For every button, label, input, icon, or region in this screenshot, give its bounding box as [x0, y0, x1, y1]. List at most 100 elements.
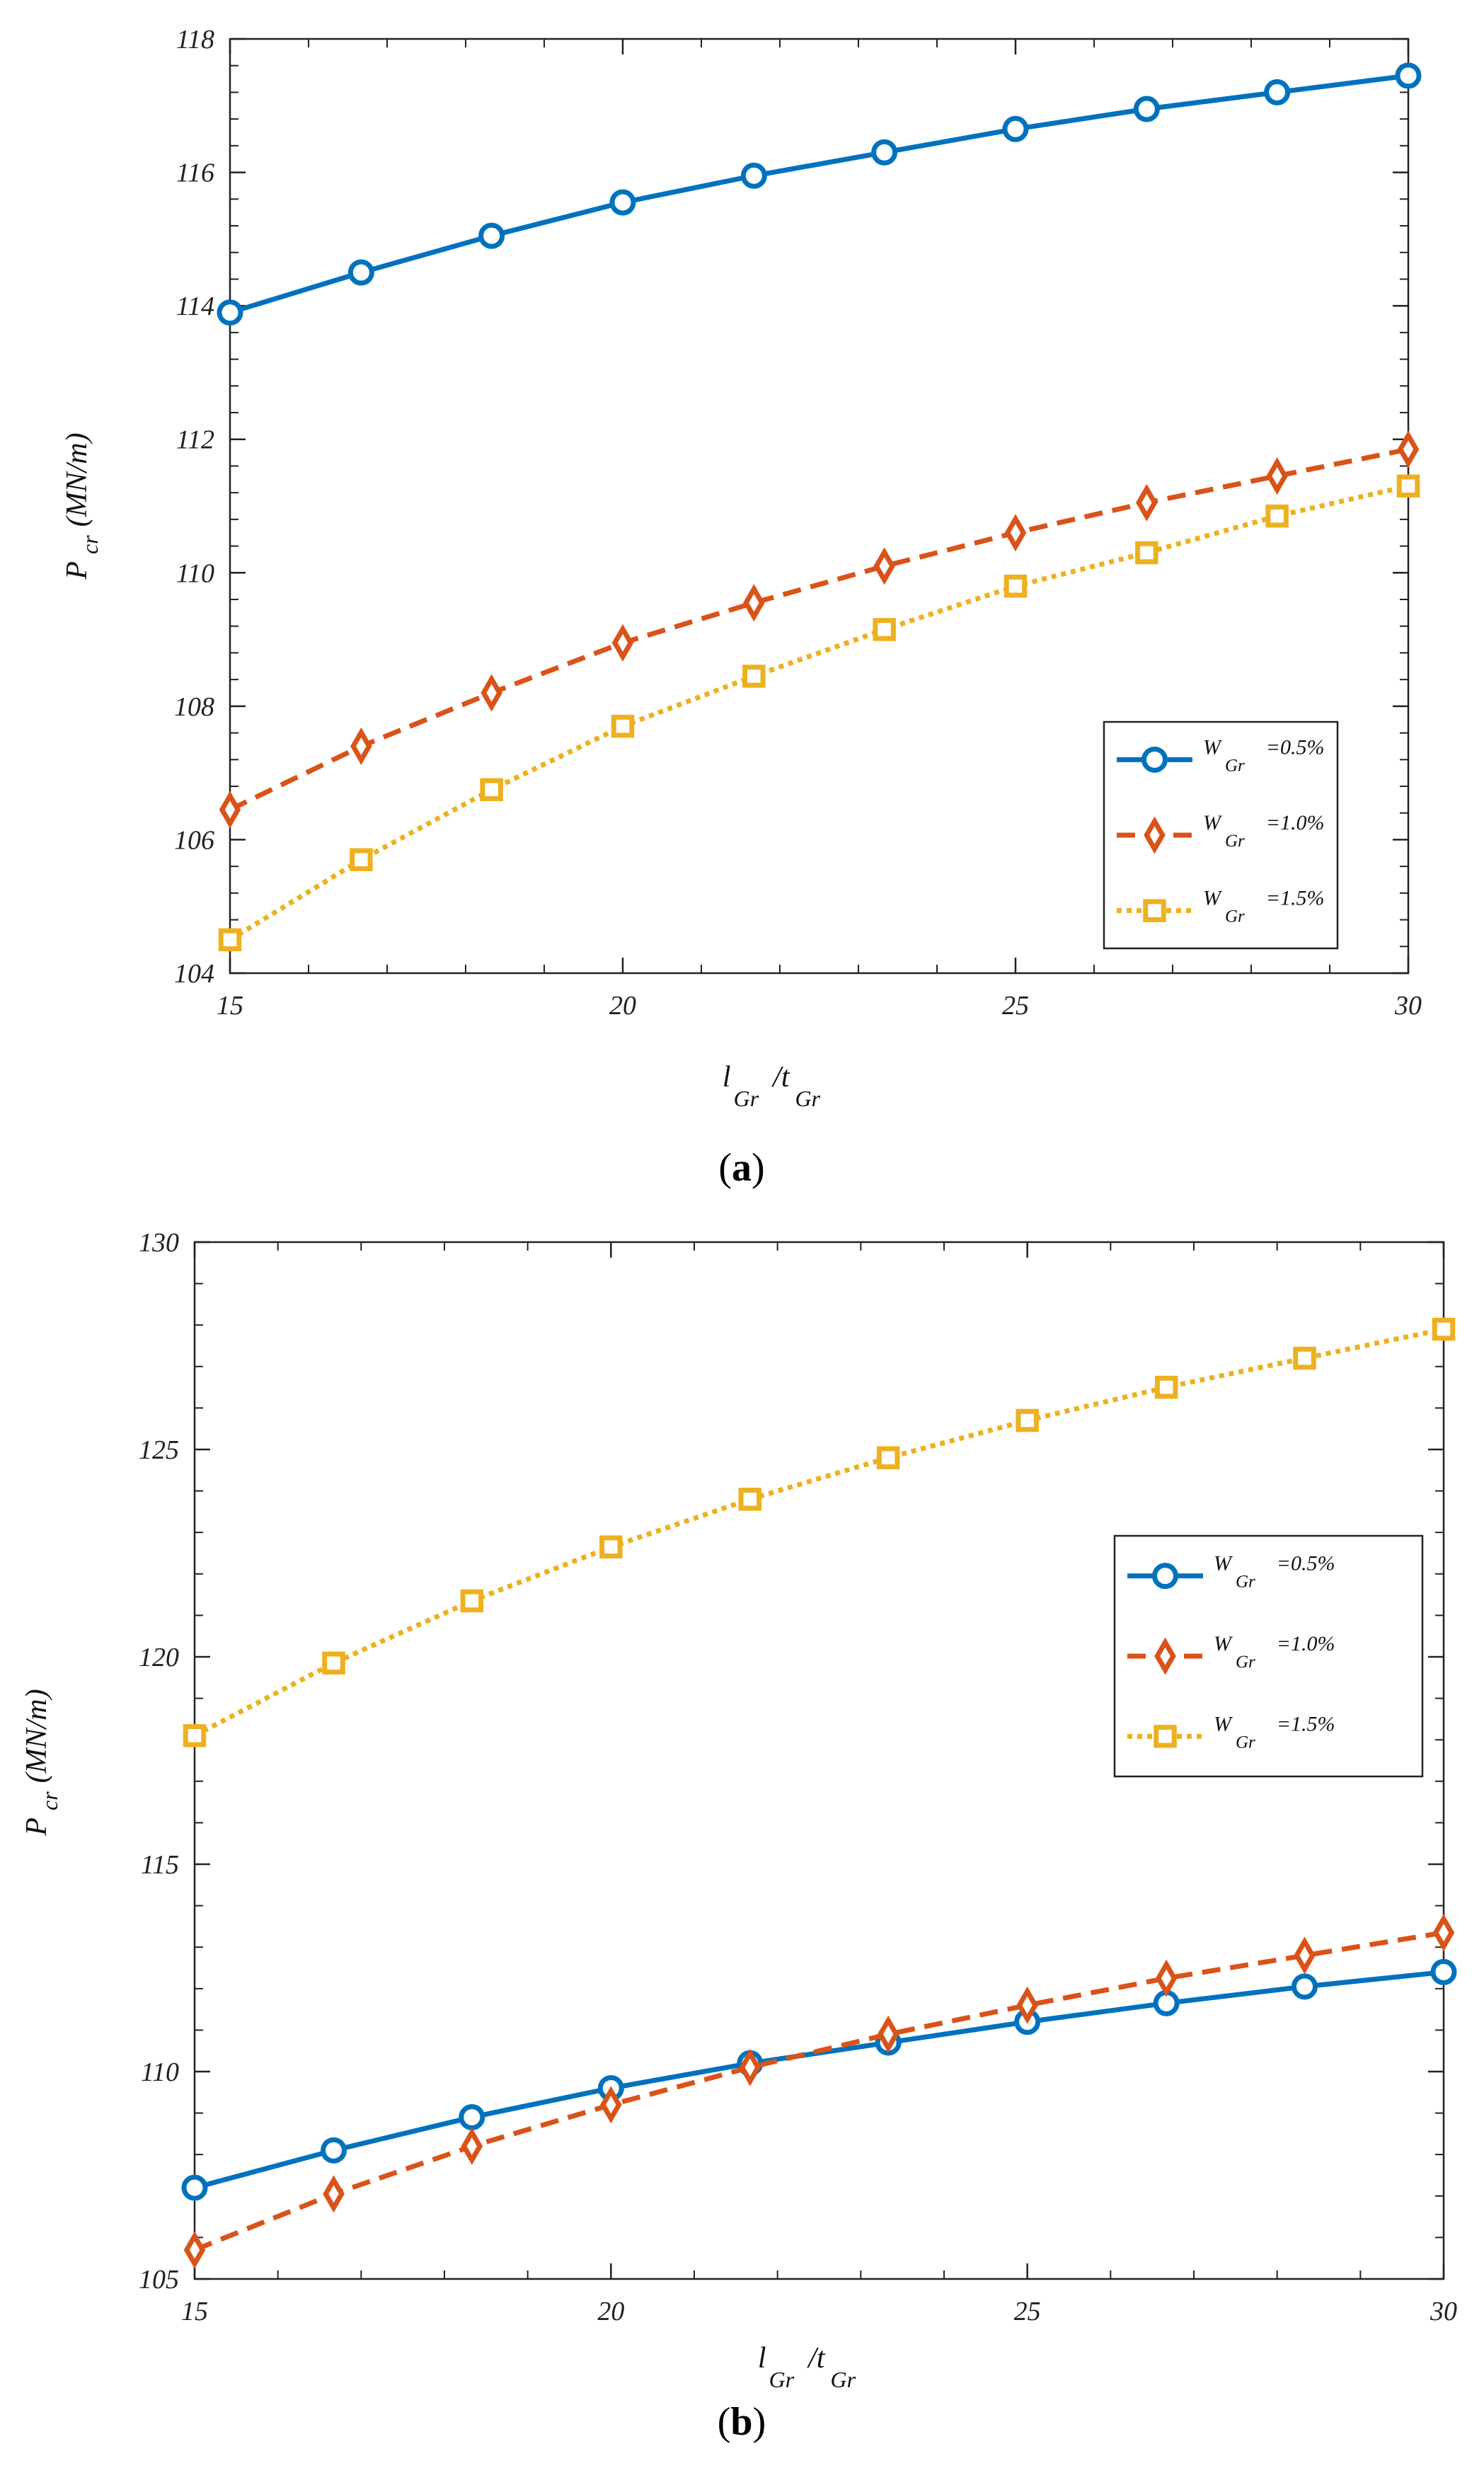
legend-label-value: =1.5% — [1266, 887, 1325, 910]
data-point-circle — [347, 259, 374, 286]
x-tick-label: 15 — [181, 2297, 208, 2326]
legend-label-circle: WGr =0.5% — [1203, 735, 1325, 775]
chart-b: 15 20 25 30105110115120125130Pcr(MN/m)lGr/t… — [21, 1228, 1457, 2444]
series-line-square — [193, 1326, 1444, 1738]
y-tick-label: 106 — [174, 825, 214, 855]
x-axis-label-main: l — [758, 2342, 766, 2374]
data-point-square — [460, 1589, 484, 1613]
y-axis-label-sub: cr — [37, 1791, 62, 1810]
series-line-circle — [229, 73, 1409, 315]
y-tick-label: 130 — [139, 1228, 179, 1258]
x-tick-label: 20 — [609, 991, 636, 1021]
data-point-diamond — [600, 2086, 622, 2124]
data-point-diamond — [219, 791, 241, 829]
data-point-circle — [217, 299, 243, 326]
data-point-circle — [1291, 1973, 1318, 2000]
legend-label-value: =1.0% — [1266, 811, 1325, 834]
y-tick-label: 114 — [176, 292, 214, 321]
data-point-square — [1396, 474, 1420, 498]
x-tick-label: 25 — [1002, 991, 1029, 1021]
data-point-square — [742, 665, 766, 688]
data-point-diamond — [739, 2048, 761, 2086]
y-tick-label: 115 — [141, 1850, 179, 1880]
y-tick-label: 108 — [174, 692, 214, 722]
data-point-circle — [1430, 1958, 1457, 1985]
y-tick-label: 112 — [176, 425, 214, 455]
x-axis-label-a: lGr/tGr — [723, 1061, 821, 1111]
data-point-diamond — [1294, 1936, 1316, 1975]
y-tick-label: 110 — [141, 2057, 179, 2087]
chart-a: 15 20 25 30 104 106 108 110 112 114 116 118 Pcr (MN/m… — [61, 25, 1422, 1190]
data-point-square — [738, 1488, 762, 1511]
y-axis-label-unit: (MN/m) — [61, 432, 93, 527]
data-point-diamond — [873, 547, 895, 585]
legend-label-value: =0.5% — [1277, 1552, 1335, 1575]
legend-label-diamond: WGr =1.0% — [1203, 811, 1325, 851]
legend-label-main: W — [1214, 1712, 1233, 1735]
legend-label-main: W — [1214, 1552, 1233, 1575]
legend-label-diamond: WGr =1.0% — [1214, 1632, 1335, 1672]
data-point-square — [1293, 1346, 1316, 1370]
legend-marker-square — [1154, 1725, 1177, 1748]
series-square-a — [218, 474, 1420, 952]
legend-marker-diamond — [1144, 816, 1166, 854]
data-point-diamond — [461, 2127, 483, 2165]
caption-paren: ) — [752, 1146, 765, 1190]
y-axis-label-unit: (MN/m) — [21, 1689, 53, 1783]
data-point-circle — [1395, 62, 1422, 89]
legend-label-sub: Gr — [1236, 1653, 1255, 1672]
data-point-diamond — [1266, 457, 1288, 495]
data-point-diamond — [350, 727, 372, 765]
y-axis-label-sub: cr — [77, 535, 103, 554]
data-point-circle — [181, 2174, 208, 2201]
data-point-diamond — [481, 674, 502, 712]
caption-paren: ( — [718, 2400, 731, 2444]
series-diamond-b — [183, 1914, 1455, 2269]
legend-label-main: W — [1203, 735, 1223, 759]
legend-label-main: W — [1203, 887, 1223, 910]
y-tick-label: 125 — [139, 1435, 179, 1465]
data-point-square — [1016, 1408, 1039, 1432]
x-tick-label: 30 — [1394, 991, 1422, 1021]
legend-label-sub: Gr — [1225, 907, 1245, 926]
data-point-circle — [1002, 115, 1029, 142]
legend-label-square: WGr =1.5% — [1214, 1712, 1335, 1752]
legend-marker-diamond — [1154, 1637, 1176, 1675]
data-point-square — [480, 778, 503, 801]
legend-label-main: W — [1203, 811, 1223, 834]
data-point-square — [599, 1535, 623, 1558]
data-point-circle — [1264, 79, 1291, 105]
data-point-circle — [459, 2103, 485, 2130]
x-tick-label: 15 — [217, 991, 243, 1021]
legend-label-square: WGr =1.5% — [1203, 887, 1325, 926]
data-point-square — [1432, 1317, 1456, 1341]
data-point-circle — [478, 222, 505, 249]
legend-marker-circle — [1141, 746, 1168, 773]
caption-paren: ) — [753, 2400, 766, 2444]
data-point-diamond — [611, 624, 634, 662]
data-point-square — [1003, 574, 1028, 598]
legend-label-value: =1.0% — [1277, 1632, 1335, 1655]
x-tick-label: 25 — [1014, 2297, 1041, 2326]
data-point-diamond — [323, 2175, 345, 2213]
caption-letter: b — [730, 2400, 752, 2444]
series-line-diamond — [229, 447, 1409, 812]
x-axis-label-main: /t — [807, 2342, 826, 2374]
data-point-square — [350, 848, 373, 871]
caption-b: (b) — [718, 2400, 766, 2444]
caption-a: (a) — [718, 1146, 764, 1190]
legend-label-main: W — [1214, 1632, 1233, 1655]
data-point-diamond — [1432, 1914, 1455, 1952]
legend-a: WGr=0.5%WGr=1.0%WGr=1.5% — [1103, 720, 1339, 950]
y-axis-label-main: P — [61, 561, 93, 580]
legend-label-sub: Gr — [1225, 832, 1245, 851]
legend-label-sub: Gr — [1236, 1733, 1255, 1752]
legend-label-value: =1.5% — [1277, 1712, 1335, 1735]
legend-label-sub: Gr — [1236, 1573, 1255, 1592]
y-axis-label-main: P — [21, 1818, 53, 1837]
legend-marker-square — [1143, 899, 1166, 922]
data-point-square — [183, 1724, 207, 1747]
series-line-diamond — [193, 1930, 1444, 2253]
y-tick-label: 120 — [139, 1643, 179, 1672]
series-line-square — [229, 483, 1409, 942]
